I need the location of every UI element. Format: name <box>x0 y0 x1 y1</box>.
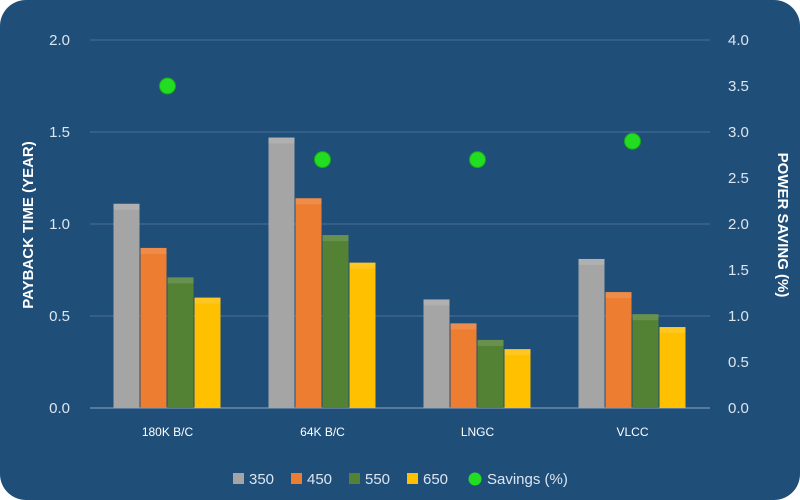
bar-group <box>113 137 686 408</box>
savings-point <box>159 77 176 95</box>
bar-highlight <box>194 297 221 304</box>
bar-highlight <box>113 203 140 210</box>
y-axis-title: PAYBACK TIME (YEAR) <box>20 141 37 309</box>
legend-swatch-650 <box>407 473 418 484</box>
left-axis-ticks: 0.0 0.5 1.0 1.5 2.0 <box>49 32 70 417</box>
legend: 350 450 550 650 Savings (%) <box>233 471 568 488</box>
bar-highlight <box>167 277 194 284</box>
y2-tick-label: 3.5 <box>728 78 749 95</box>
savings-point <box>624 132 641 150</box>
bar-350-2 <box>423 299 450 408</box>
y-tick-label: 0.0 <box>49 400 70 417</box>
category-label: VLCC <box>616 425 648 439</box>
y2-tick-label: 3.0 <box>728 124 749 141</box>
bar-350-0 <box>113 203 140 408</box>
y2-tick-label: 0.0 <box>728 400 749 417</box>
bar-650-2 <box>504 349 531 408</box>
legend-swatch-350 <box>233 473 244 484</box>
y2-axis-title: POWER SAVING (%) <box>774 153 791 298</box>
bar-650-1 <box>349 262 376 408</box>
bar-550-0 <box>167 277 194 408</box>
bar-650-0 <box>194 297 221 408</box>
y-tick-label: 2.0 <box>49 32 70 49</box>
bar-highlight <box>423 299 450 306</box>
savings-point <box>469 151 486 169</box>
bar-550-3 <box>632 314 659 408</box>
bar-highlight <box>477 339 504 346</box>
bar-highlight <box>578 258 605 265</box>
bar-highlight <box>349 262 376 269</box>
y2-tick-label: 1.0 <box>728 308 749 325</box>
savings-point <box>314 151 331 169</box>
bar-550-2 <box>477 339 504 408</box>
legend-swatch-550 <box>349 473 360 484</box>
bar-highlight <box>268 137 295 144</box>
bar-highlight <box>659 327 686 334</box>
bar-highlight <box>140 247 167 254</box>
y2-tick-label: 4.0 <box>728 32 749 49</box>
bar-highlight <box>295 198 322 205</box>
legend-swatch-savings <box>468 472 482 486</box>
bar-650-3 <box>659 327 686 408</box>
category-label: 180K B/C <box>142 425 194 439</box>
bar-350-3 <box>578 258 605 408</box>
bar-450-3 <box>605 292 632 408</box>
bar-450-0 <box>140 247 167 408</box>
y2-tick-label: 1.5 <box>728 262 749 279</box>
bar-highlight <box>605 292 632 299</box>
bar-550-1 <box>322 235 349 408</box>
y2-tick-label: 0.5 <box>728 354 749 371</box>
legend-swatch-450 <box>291 473 302 484</box>
y-tick-label: 1.0 <box>49 216 70 233</box>
legend-label: 450 <box>307 471 332 488</box>
savings-points <box>159 77 641 169</box>
bar-highlight <box>632 314 659 321</box>
bar-highlight <box>450 323 477 330</box>
legend-label: 650 <box>423 471 448 488</box>
bar-highlight <box>322 235 349 242</box>
bar-450-2 <box>450 323 477 408</box>
bar-450-1 <box>295 198 322 408</box>
right-axis-ticks: 0.0 0.5 1.0 1.5 2.0 2.5 3.0 3.5 4.0 <box>728 32 749 417</box>
category-label: LNGC <box>461 425 495 439</box>
y-tick-label: 1.5 <box>49 124 70 141</box>
category-label: 64K B/C <box>300 425 345 439</box>
legend-label: 350 <box>249 471 274 488</box>
legend-label: Savings (%) <box>487 471 568 488</box>
bar-350-1 <box>268 137 295 408</box>
y2-tick-label: 2.5 <box>728 170 749 187</box>
y-tick-label: 0.5 <box>49 308 70 325</box>
legend-label: 550 <box>365 471 390 488</box>
y2-tick-label: 2.0 <box>728 216 749 233</box>
category-labels: 180K B/C 64K B/C LNGC VLCC <box>142 425 649 439</box>
bar-highlight <box>504 349 531 356</box>
